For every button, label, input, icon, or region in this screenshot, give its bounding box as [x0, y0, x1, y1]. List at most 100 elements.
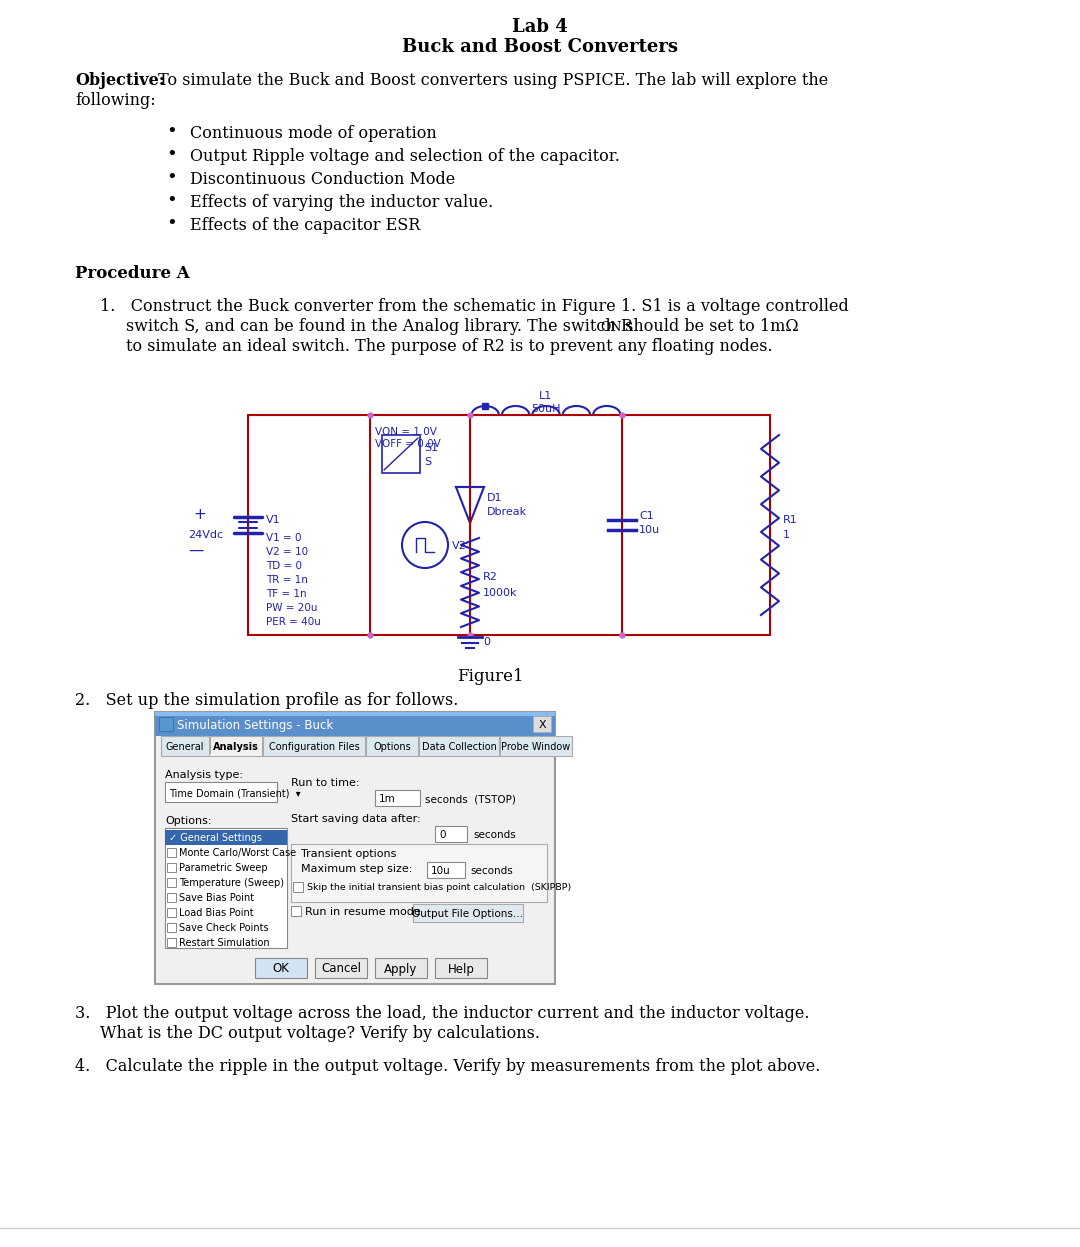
- Text: Skip the initial transient bias point calculation  (SKIPBP): Skip the initial transient bias point ca…: [307, 884, 571, 893]
- Bar: [427, 862, 465, 878]
- Text: 1m: 1m: [379, 794, 395, 804]
- Text: Run in resume mode: Run in resume mode: [305, 907, 421, 917]
- Text: •: •: [166, 146, 177, 165]
- Bar: [167, 908, 176, 917]
- Text: C1: C1: [639, 511, 653, 521]
- Text: Analysis type:: Analysis type:: [165, 769, 243, 781]
- Text: Options:: Options:: [165, 816, 212, 826]
- Text: Temperature (Sweep): Temperature (Sweep): [179, 878, 284, 888]
- Bar: [419, 736, 499, 756]
- Text: Load Bias Point: Load Bias Point: [179, 908, 254, 918]
- Text: •: •: [166, 170, 177, 187]
- Text: •: •: [166, 123, 177, 141]
- Text: V2: V2: [453, 541, 467, 551]
- Text: L1: L1: [539, 392, 553, 402]
- Text: V1: V1: [266, 515, 281, 525]
- Text: Buck and Boost Converters: Buck and Boost Converters: [402, 37, 678, 56]
- Text: ✓ General Settings: ✓ General Settings: [168, 833, 262, 843]
- Text: 1.   Construct the Buck converter from the schematic in Figure 1. S1 is a voltag: 1. Construct the Buck converter from the…: [100, 298, 849, 315]
- Text: 10u: 10u: [639, 525, 660, 535]
- Text: Maximum step size:: Maximum step size:: [301, 864, 413, 874]
- Text: Discontinuous Conduction Mode: Discontinuous Conduction Mode: [190, 171, 456, 188]
- Bar: [167, 848, 176, 857]
- Bar: [500, 736, 572, 756]
- Bar: [165, 828, 287, 948]
- Bar: [161, 736, 210, 756]
- Text: Start saving data after:: Start saving data after:: [291, 814, 420, 824]
- Text: S: S: [424, 456, 431, 466]
- Bar: [167, 893, 176, 902]
- Text: Dbreak: Dbreak: [487, 508, 527, 518]
- Text: Effects of the capacitor ESR: Effects of the capacitor ESR: [190, 217, 420, 234]
- Text: Output File Options...: Output File Options...: [413, 909, 524, 919]
- Bar: [375, 958, 427, 978]
- Text: Effects of varying the inductor value.: Effects of varying the inductor value.: [190, 195, 494, 211]
- Text: R2: R2: [483, 572, 498, 582]
- Text: +: +: [193, 508, 206, 522]
- Text: Output Ripple voltage and selection of the capacitor.: Output Ripple voltage and selection of t…: [190, 148, 620, 165]
- Text: Time Domain (Transient)  ▾: Time Domain (Transient) ▾: [168, 788, 300, 798]
- Text: Continuous mode of operation: Continuous mode of operation: [190, 125, 436, 142]
- Text: Data Collection: Data Collection: [421, 742, 497, 752]
- Text: seconds  (TSTOP): seconds (TSTOP): [426, 794, 516, 804]
- Text: 0: 0: [483, 637, 490, 647]
- Text: TD = 0: TD = 0: [266, 561, 302, 571]
- Text: Run to time:: Run to time:: [291, 778, 360, 788]
- Text: TF = 1n: TF = 1n: [266, 589, 307, 599]
- Text: Figure1: Figure1: [457, 668, 524, 685]
- Text: VOFF = 0.0V: VOFF = 0.0V: [375, 439, 441, 449]
- Bar: [366, 736, 418, 756]
- Text: Procedure A: Procedure A: [75, 266, 190, 282]
- Text: ON: ON: [600, 320, 621, 334]
- Text: General: General: [165, 742, 204, 752]
- Text: S1: S1: [424, 443, 438, 453]
- Text: 4.   Calculate the ripple in the output voltage. Verify by measurements from the: 4. Calculate the ripple in the output vo…: [75, 1057, 821, 1075]
- Bar: [382, 435, 420, 473]
- Text: X: X: [538, 720, 545, 729]
- Bar: [159, 717, 173, 731]
- Text: Parametric Sweep: Parametric Sweep: [179, 863, 268, 873]
- Bar: [435, 958, 487, 978]
- Bar: [167, 923, 176, 932]
- Text: 1000k: 1000k: [483, 587, 517, 597]
- Text: Monte Carlo/Worst Case: Monte Carlo/Worst Case: [179, 848, 296, 858]
- Bar: [165, 831, 287, 845]
- Text: Transient options: Transient options: [301, 849, 396, 859]
- Text: OK: OK: [272, 963, 289, 975]
- Bar: [315, 958, 367, 978]
- Text: 2.   Set up the simulation profile as for follows.: 2. Set up the simulation profile as for …: [75, 692, 458, 710]
- Text: Probe Window: Probe Window: [501, 742, 570, 752]
- Text: Analysis: Analysis: [213, 742, 259, 752]
- Text: R1: R1: [783, 515, 798, 525]
- Bar: [167, 863, 176, 872]
- Text: Simulation Settings - Buck: Simulation Settings - Buck: [177, 718, 334, 732]
- Text: seconds: seconds: [473, 831, 516, 840]
- Text: switch S, and can be found in the Analog library. The switch R: switch S, and can be found in the Analog…: [126, 318, 633, 335]
- Bar: [167, 878, 176, 887]
- Text: following:: following:: [75, 92, 156, 108]
- Bar: [435, 826, 467, 842]
- Text: 50uH: 50uH: [531, 404, 561, 414]
- Text: To simulate the Buck and Boost converters using PSPICE. The lab will explore the: To simulate the Buck and Boost converter…: [153, 72, 828, 89]
- Text: Lab 4: Lab 4: [512, 17, 568, 36]
- Bar: [210, 736, 262, 756]
- Text: VON = 1.0V: VON = 1.0V: [375, 426, 437, 436]
- Bar: [156, 712, 555, 736]
- Text: Objective:: Objective:: [75, 72, 165, 89]
- Text: PER = 40u: PER = 40u: [266, 617, 321, 627]
- Text: Configuration Files: Configuration Files: [269, 742, 360, 752]
- Text: D1: D1: [487, 493, 502, 503]
- Bar: [375, 791, 420, 806]
- Bar: [291, 844, 546, 902]
- Text: 10u: 10u: [431, 865, 450, 875]
- Text: TR = 1n: TR = 1n: [266, 575, 308, 585]
- Text: 0: 0: [438, 831, 446, 840]
- Text: V1 = 0: V1 = 0: [266, 532, 301, 542]
- Text: V2 = 10: V2 = 10: [266, 547, 308, 557]
- Text: What is the DC output voltage? Verify by calculations.: What is the DC output voltage? Verify by…: [100, 1025, 540, 1042]
- Text: Help: Help: [447, 963, 474, 975]
- Bar: [210, 754, 262, 756]
- Text: Apply: Apply: [384, 963, 418, 975]
- Text: seconds: seconds: [470, 865, 513, 875]
- Bar: [534, 716, 551, 732]
